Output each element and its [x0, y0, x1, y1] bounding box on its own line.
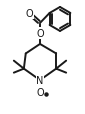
Text: O: O — [36, 87, 44, 97]
Text: O: O — [36, 29, 44, 39]
Text: O: O — [25, 9, 33, 19]
Text: N: N — [36, 75, 44, 85]
